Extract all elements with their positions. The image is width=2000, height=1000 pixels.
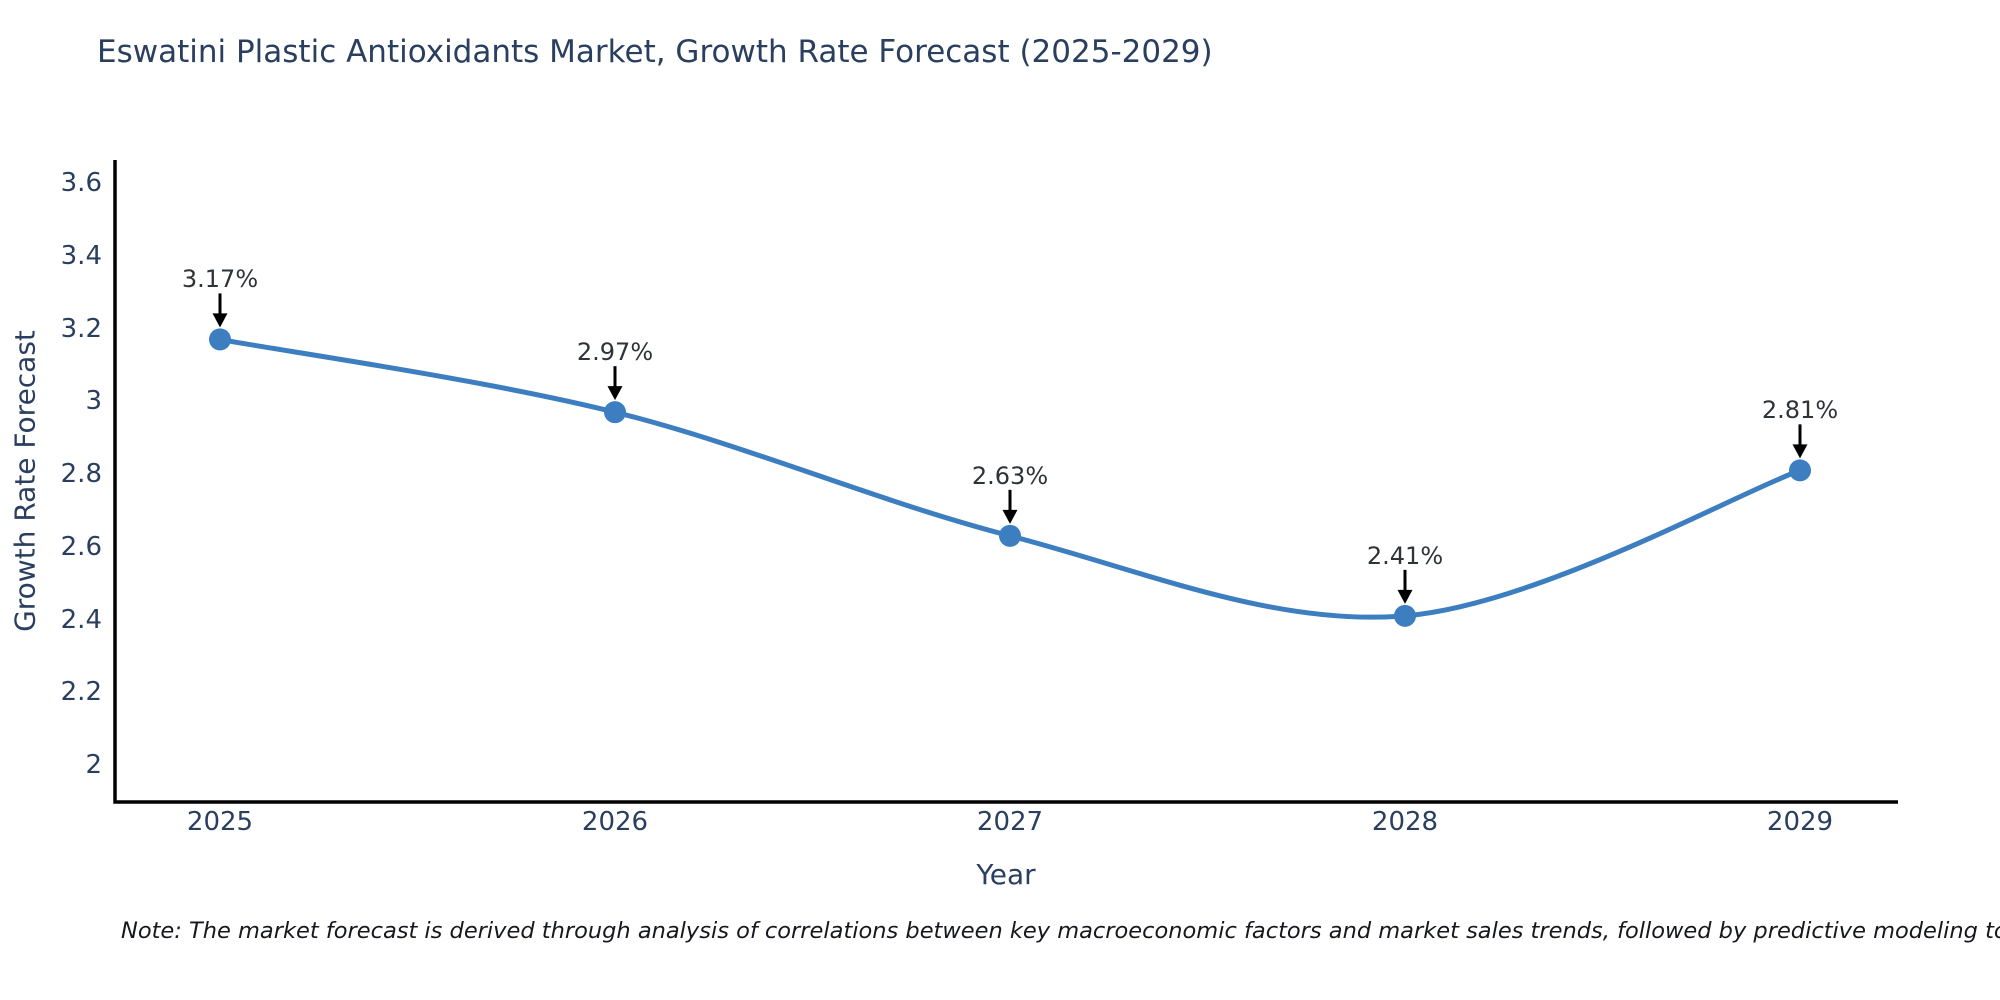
- x-tick-label-2028: 2028: [1371, 807, 1439, 837]
- y-tick-label-3: 3: [85, 386, 102, 417]
- axis-lines: [113, 160, 1898, 804]
- y-tick-label-2.6: 2.6: [60, 531, 102, 562]
- data-point-2026: [604, 401, 626, 424]
- y-tick-label-3.6: 3.6: [60, 168, 102, 198]
- footnote: Note: The market forecast is derived thr…: [121, 918, 2000, 944]
- annotation-arrowhead: [1397, 589, 1413, 604]
- point-value-label-2026: 2.97%: [576, 338, 654, 367]
- data-point-2029: [1789, 459, 1811, 482]
- x-tick-label-2029: 2029: [1766, 807, 1834, 837]
- y-tick-label-2.8: 2.8: [60, 459, 102, 489]
- y-tick-label-2.4: 2.4: [60, 604, 102, 635]
- data-point-2025: [209, 328, 231, 351]
- x-tick-label-2025: 2025: [186, 807, 254, 837]
- y-tick-label-3.4: 3.4: [60, 240, 102, 271]
- point-value-label-2027: 2.63%: [971, 461, 1049, 490]
- data-point-2027: [999, 524, 1021, 547]
- x-tick-label-2026: 2026: [581, 807, 649, 837]
- annotation-arrowhead: [1002, 509, 1018, 524]
- point-value-label-2025: 3.17%: [181, 265, 259, 294]
- y-tick-label-3.2: 3.2: [60, 313, 102, 344]
- y-tick-label-2.2: 2.2: [60, 677, 102, 708]
- point-value-label-2028: 2.41%: [1366, 541, 1444, 570]
- x-tick-label-2027: 2027: [976, 807, 1044, 837]
- y-tick-label-2: 2: [85, 750, 102, 780]
- chart-title: Eswatini Plastic Antioxidants Market, Gr…: [97, 34, 1213, 70]
- annotation-arrowhead: [607, 386, 623, 401]
- annotation-arrowhead: [212, 313, 228, 328]
- annotation-arrowhead: [1792, 444, 1808, 459]
- x-axis-title: Year: [976, 858, 1036, 891]
- data-point-2028: [1394, 604, 1416, 627]
- point-value-label-2029: 2.81%: [1761, 396, 1839, 425]
